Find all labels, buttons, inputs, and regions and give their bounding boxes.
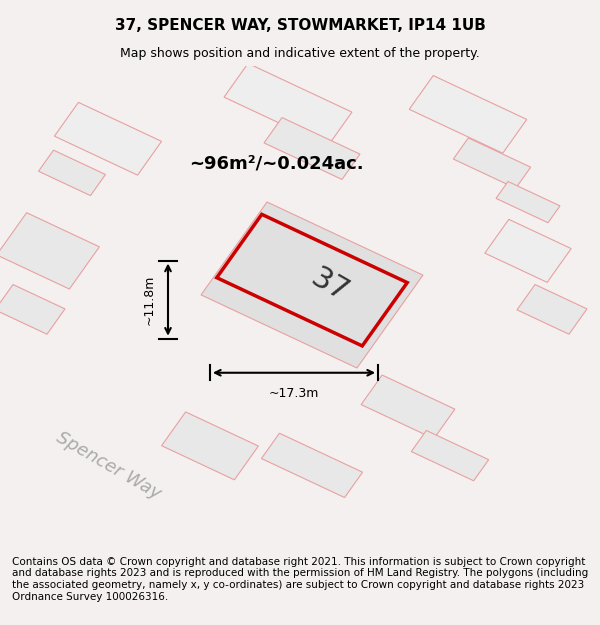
Polygon shape — [496, 181, 560, 222]
Text: Contains OS data © Crown copyright and database right 2021. This information is : Contains OS data © Crown copyright and d… — [12, 557, 588, 601]
Text: ~11.8m: ~11.8m — [143, 274, 156, 325]
Text: 37: 37 — [306, 262, 354, 308]
Polygon shape — [409, 76, 527, 153]
Text: Spencer Way: Spencer Way — [53, 428, 163, 503]
Polygon shape — [517, 284, 587, 334]
Polygon shape — [201, 202, 423, 368]
Polygon shape — [224, 63, 352, 146]
Polygon shape — [38, 150, 106, 196]
Text: Map shows position and indicative extent of the property.: Map shows position and indicative extent… — [120, 48, 480, 60]
Polygon shape — [485, 219, 571, 282]
Polygon shape — [161, 412, 259, 480]
Text: ~96m²/~0.024ac.: ~96m²/~0.024ac. — [188, 154, 364, 172]
Text: 37, SPENCER WAY, STOWMARKET, IP14 1UB: 37, SPENCER WAY, STOWMARKET, IP14 1UB — [115, 18, 485, 33]
Polygon shape — [55, 102, 161, 175]
Polygon shape — [0, 284, 65, 334]
Polygon shape — [264, 118, 360, 179]
Polygon shape — [412, 431, 488, 481]
Polygon shape — [0, 213, 100, 289]
Polygon shape — [262, 433, 362, 498]
Polygon shape — [361, 375, 455, 439]
Polygon shape — [454, 138, 530, 188]
Text: ~17.3m: ~17.3m — [269, 388, 319, 401]
